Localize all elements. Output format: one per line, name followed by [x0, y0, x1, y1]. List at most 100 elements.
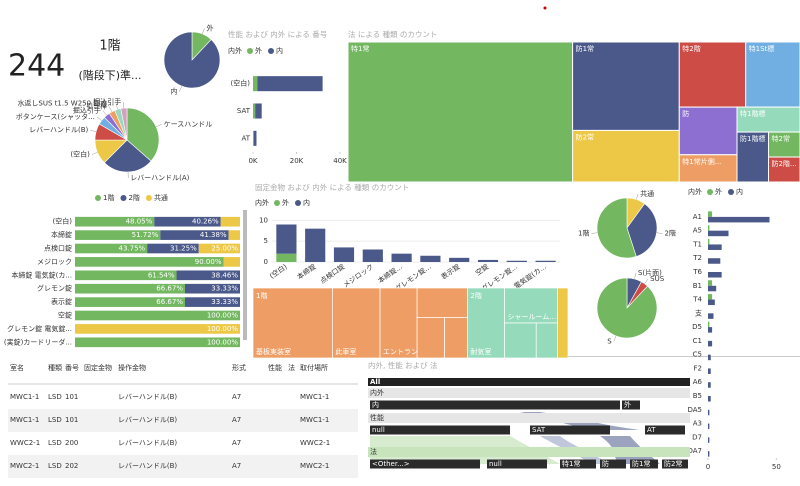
table-cell: MWC1-1 [300, 393, 329, 401]
pie-slice [626, 203, 658, 257]
treemap-tile [416, 287, 468, 318]
pie-slice [163, 31, 221, 89]
table-header: 操作金物 [118, 363, 146, 372]
bar [220, 216, 240, 227]
y-tick-label: (実錠)カードリーダ... [4, 337, 72, 346]
table-cell: A7 [232, 439, 241, 447]
y-tick-label: 空錠 [58, 311, 72, 320]
bar [147, 243, 199, 254]
table-cell: A7 [232, 462, 241, 470]
table-cell: MWC1-1 [300, 416, 329, 424]
decomp-node-label: AT [647, 426, 656, 434]
leader-line [115, 103, 118, 110]
dot [543, 6, 547, 10]
table-cell: A7 [232, 416, 241, 424]
legend-dot [120, 195, 127, 201]
data-label: 41.38% [200, 231, 227, 239]
bar [477, 259, 499, 262]
data-label: 38.46% [211, 271, 238, 279]
bar [276, 253, 297, 262]
scrollbar [243, 210, 247, 340]
tile-label: 基板実装室 [256, 347, 291, 356]
x-tick-label: 本締錠 [295, 262, 317, 281]
y-tick-label: DA7 [687, 447, 702, 455]
data-label: 33.33% [211, 298, 238, 306]
data-label: 31.25% [170, 245, 197, 253]
table-header: 番号 [65, 364, 79, 372]
x-tick-label: メジロック [342, 263, 375, 290]
x-tick-label: 40K [333, 157, 347, 165]
treemap-tile [332, 287, 381, 359]
table-header: 室名 [10, 363, 24, 372]
pie-label: ケースハンドル [164, 120, 213, 128]
decomp-node [560, 459, 596, 469]
group-label: 2階 [470, 291, 481, 300]
tile-label: 此車室 [335, 347, 356, 356]
data-label: 43.75% [118, 245, 145, 253]
decomp-node-label: 特1常 [562, 459, 580, 468]
decomp-header: 法 [370, 447, 377, 456]
leader-line [636, 193, 639, 200]
treemap-tile [557, 287, 569, 359]
pie-label: 掘込引手 [73, 106, 101, 115]
y-tick-label: 5 [264, 237, 268, 245]
pie-slice [596, 197, 637, 259]
bar [75, 297, 186, 307]
bar [257, 76, 323, 92]
bar [708, 451, 710, 457]
bar [708, 340, 713, 347]
leader-line [613, 335, 617, 342]
bar [228, 230, 240, 240]
legend-dot [295, 200, 301, 206]
bar [185, 283, 240, 294]
legend-dot [707, 189, 713, 195]
bar [708, 216, 770, 223]
x-tick-label: 20K [290, 157, 304, 165]
leader-line [179, 85, 182, 92]
treemap-tile [467, 287, 505, 359]
y-tick-label: F2 [694, 364, 702, 372]
leader-line [90, 129, 97, 132]
bar [223, 257, 240, 267]
treemap-tile [768, 156, 800, 183]
leader-line [91, 152, 98, 155]
pie-slice [120, 107, 128, 141]
tile-label: 特2階 [682, 44, 700, 53]
decomp-node-label: 防1常 [632, 459, 650, 468]
table-header: 取付場所 [300, 363, 328, 372]
treemap-tile [572, 41, 680, 131]
treemap-tile [252, 287, 333, 359]
bar [253, 76, 258, 92]
y-tick-label: 本締錠 電気錠(カ... [11, 270, 72, 279]
leader-line [202, 28, 205, 35]
treemap-tile [678, 154, 738, 183]
bar [253, 103, 256, 119]
decomp-node-label: null [489, 460, 502, 468]
data-label: 33.33% [211, 285, 238, 293]
table-header: 性能 [268, 363, 282, 372]
data-label: 61.54% [148, 271, 175, 279]
data-label: 66.67% [156, 298, 183, 306]
y-tick-label: C5 [693, 351, 702, 359]
bar [708, 280, 713, 286]
tile-label: 特1階標 [740, 109, 765, 118]
tile-label: 特2常 [772, 134, 790, 143]
bar [75, 337, 240, 348]
table-cell: レバーハンドル(B) [118, 416, 177, 424]
pie-label: 引き棒 [86, 101, 107, 110]
bar [198, 243, 240, 254]
data-label: 40.26% [192, 218, 219, 226]
y-tick-label: DA5 [687, 406, 702, 414]
legend-title: 内外 [255, 198, 269, 207]
table-header: 形式 [232, 363, 246, 372]
decomp-node [600, 459, 626, 469]
treemap-tile [444, 317, 468, 359]
tile-label: 防 [682, 109, 689, 118]
decomp-header-bar [368, 413, 690, 423]
pie-slice [103, 139, 152, 173]
decomp-header: All [370, 378, 380, 386]
leader-line [96, 116, 102, 121]
decomp-node-label: null [372, 426, 385, 434]
y-tick-label: T2 [692, 254, 702, 262]
treemap-tile [535, 322, 558, 359]
